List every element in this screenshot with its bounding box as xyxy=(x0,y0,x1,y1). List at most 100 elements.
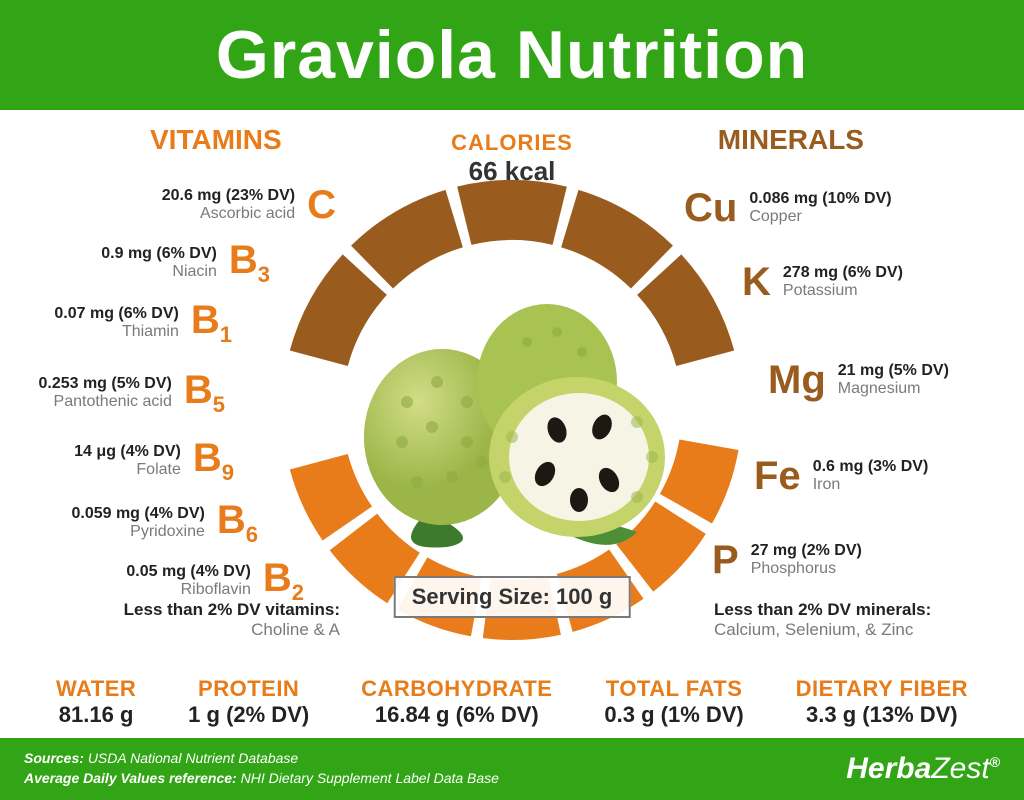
mineral-text: 21 mg (5% DV)Magnesium xyxy=(838,362,949,398)
mineral-item: Mg 21 mg (5% DV)Magnesium xyxy=(768,360,949,400)
vitamin-amount: 0.9 mg (6% DV) xyxy=(101,245,217,263)
mineral-item: Fe 0.6 mg (3% DV)Iron xyxy=(754,456,928,496)
vitamin-symbol: C xyxy=(307,185,336,225)
brand-suffix: ® xyxy=(990,754,1000,770)
mineral-amount: 0.086 mg (10% DV) xyxy=(749,190,891,208)
low-vitamins-header: Less than 2% DV vitamins: xyxy=(80,600,340,620)
vitamins-heading: VITAMINS xyxy=(150,124,282,156)
mineral-text: 27 mg (2% DV)Phosphorus xyxy=(751,542,862,578)
vitamin-amount: 0.253 mg (5% DV) xyxy=(38,375,171,393)
vitamin-symbol: B5 xyxy=(184,370,225,416)
vitamin-item: 0.05 mg (4% DV)Riboflavin B2 xyxy=(126,558,304,604)
low-minerals-header: Less than 2% DV minerals: xyxy=(714,600,974,620)
sources-label: Sources: xyxy=(24,750,84,766)
vitamin-text: 14 μg (4% DV)Folate xyxy=(74,443,181,479)
mineral-item: Cu 0.086 mg (10% DV)Copper xyxy=(684,188,892,228)
vitamin-symbol: B6 xyxy=(217,500,258,546)
vitamin-item: 0.253 mg (5% DV)Pantothenic acid B5 xyxy=(38,370,225,416)
macro-label: WATER xyxy=(56,676,136,702)
mineral-text: 0.6 mg (3% DV)Iron xyxy=(813,458,929,494)
sources-text: USDA National Nutrient Database xyxy=(88,750,298,766)
mineral-amount: 21 mg (5% DV) xyxy=(838,362,949,380)
vitamin-text: 0.253 mg (5% DV)Pantothenic acid xyxy=(38,375,171,411)
vitamin-name: Riboflavin xyxy=(126,581,250,599)
macro-value: 1 g (2% DV) xyxy=(188,702,309,728)
mineral-symbol: P xyxy=(712,540,739,580)
mineral-name: Magnesium xyxy=(838,380,949,398)
macro-value: 0.3 g (1% DV) xyxy=(604,702,743,728)
vitamin-text: 0.059 mg (4% DV)Pyridoxine xyxy=(71,505,204,541)
vitamin-item: 14 μg (4% DV)Folate B9 xyxy=(74,438,234,484)
low-minerals-list: Calcium, Selenium, & Zinc xyxy=(714,620,974,640)
low-vitamins-note: Less than 2% DV vitamins: Choline & A xyxy=(80,600,340,640)
vitamin-text: 0.07 mg (6% DV)Thiamin xyxy=(54,305,178,341)
vitamin-text: 0.9 mg (6% DV)Niacin xyxy=(101,245,217,281)
mineral-name: Iron xyxy=(813,476,929,494)
mineral-symbol: Cu xyxy=(684,188,737,228)
vitamin-item: 0.07 mg (6% DV)Thiamin B1 xyxy=(54,300,232,346)
dv-text: NHI Dietary Supplement Label Data Base xyxy=(241,770,499,786)
macro-label: TOTAL FATS xyxy=(604,676,743,702)
macronutrient-row: WATER81.16 g PROTEIN1 g (2% DV) CARBOHYDRA… xyxy=(0,676,1024,728)
vitamin-text: 20.6 mg (23% DV)Ascorbic acid xyxy=(162,187,295,223)
mineral-name: Phosphorus xyxy=(751,560,862,578)
mineral-amount: 27 mg (2% DV) xyxy=(751,542,862,560)
mineral-name: Copper xyxy=(749,208,891,226)
vitamin-name: Pyridoxine xyxy=(71,523,204,541)
mineral-item: K 278 mg (6% DV)Potassium xyxy=(742,262,903,302)
vitamin-item: 0.059 mg (4% DV)Pyridoxine B6 xyxy=(71,500,258,546)
mineral-amount: 278 mg (6% DV) xyxy=(783,264,903,282)
vitamin-name: Thiamin xyxy=(54,323,178,341)
mineral-symbol: Fe xyxy=(754,456,801,496)
mineral-name: Potassium xyxy=(783,282,903,300)
footer-sources: Sources: USDA National Nutrient Database… xyxy=(24,749,499,788)
footer-band: Sources: USDA National Nutrient Database… xyxy=(0,738,1024,800)
macro-value: 81.16 g xyxy=(56,702,136,728)
minerals-heading: MINERALS xyxy=(718,124,864,156)
mineral-symbol: K xyxy=(742,262,771,302)
dv-label: Average Daily Values reference: xyxy=(24,770,237,786)
macro-value: 3.3 g (13% DV) xyxy=(796,702,968,728)
vitamin-amount: 20.6 mg (23% DV) xyxy=(162,187,295,205)
vitamin-symbol: B2 xyxy=(263,558,304,604)
vitamin-amount: 0.07 mg (6% DV) xyxy=(54,305,178,323)
macro-label: PROTEIN xyxy=(188,676,309,702)
header-band: Graviola Nutrition xyxy=(0,0,1024,110)
macro-label: CARBOHYDRATE xyxy=(361,676,552,702)
vitamin-symbol: B9 xyxy=(193,438,234,484)
vitamin-symbol: B3 xyxy=(229,240,270,286)
brand-part-a: Herba xyxy=(846,752,931,785)
macro-label: DIETARY FIBER xyxy=(796,676,968,702)
calories-block: CALORIES 66 kcal xyxy=(451,130,573,187)
brand-logo: HerbaZest® xyxy=(846,752,1000,786)
vitamin-item: 20.6 mg (23% DV)Ascorbic acid C xyxy=(162,185,336,225)
vitamin-symbol: B1 xyxy=(191,300,232,346)
graviola-fruit-illustration xyxy=(347,262,677,562)
low-vitamins-list: Choline & A xyxy=(80,620,340,640)
macro-item: WATER81.16 g xyxy=(56,676,136,728)
low-minerals-note: Less than 2% DV minerals: Calcium, Selen… xyxy=(714,600,974,640)
mineral-amount: 0.6 mg (3% DV) xyxy=(813,458,929,476)
mineral-text: 278 mg (6% DV)Potassium xyxy=(783,264,903,300)
calories-value: 66 kcal xyxy=(451,156,573,187)
brand-part-b: Zest xyxy=(931,752,989,785)
vitamin-amount: 0.05 mg (4% DV) xyxy=(126,563,250,581)
macro-item: PROTEIN1 g (2% DV) xyxy=(188,676,309,728)
page-title: Graviola Nutrition xyxy=(216,16,808,94)
vitamin-item: 0.9 mg (6% DV)Niacin B3 xyxy=(101,240,270,286)
vitamin-amount: 0.059 mg (4% DV) xyxy=(71,505,204,523)
mineral-symbol: Mg xyxy=(768,360,826,400)
macro-value: 16.84 g (6% DV) xyxy=(361,702,552,728)
infographic-main: VITAMINS MINERALS CALORIES 66 kcal xyxy=(0,110,1024,670)
serving-size-box: Serving Size: 100 g xyxy=(394,576,631,618)
macro-item: CARBOHYDRATE16.84 g (6% DV) xyxy=(361,676,552,728)
macro-item: DIETARY FIBER3.3 g (13% DV) xyxy=(796,676,968,728)
macro-item: TOTAL FATS0.3 g (1% DV) xyxy=(604,676,743,728)
calories-label: CALORIES xyxy=(451,130,573,156)
vitamin-text: 0.05 mg (4% DV)Riboflavin xyxy=(126,563,250,599)
mineral-item: P 27 mg (2% DV)Phosphorus xyxy=(712,540,862,580)
mineral-text: 0.086 mg (10% DV)Copper xyxy=(749,190,891,226)
vitamin-name: Pantothenic acid xyxy=(38,393,171,411)
vitamin-name: Ascorbic acid xyxy=(162,205,295,223)
vitamin-name: Niacin xyxy=(101,263,217,281)
